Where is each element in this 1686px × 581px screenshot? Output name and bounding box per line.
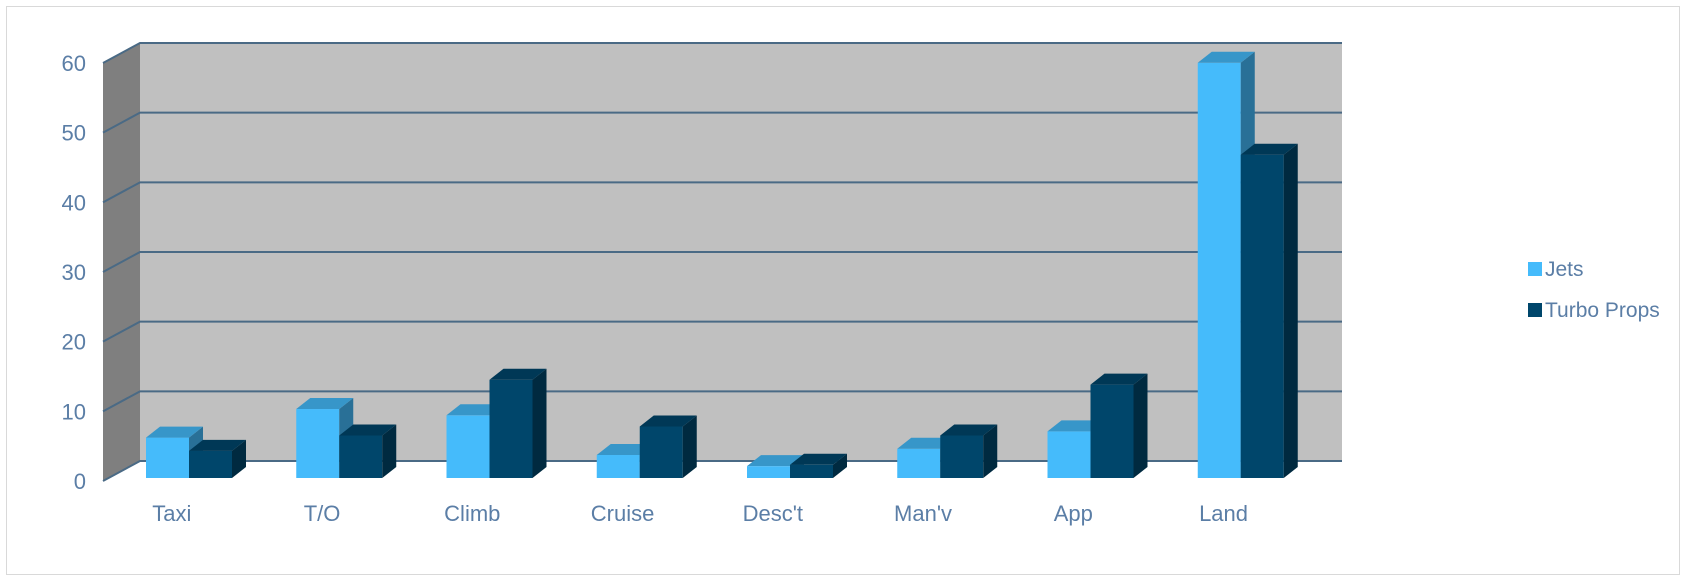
y-tick-label: 30 [62, 260, 86, 285]
floor [103, 461, 1342, 481]
x-tick-label: Man'v [894, 501, 952, 526]
bar [1240, 143, 1298, 478]
legend-item: Jets [1528, 258, 1584, 281]
bar-front [189, 450, 232, 478]
x-axis-labels: Taxi T/O Climb Cruise Desc't Man'v App Land [152, 501, 1248, 526]
legend: Jets Turbo Props [1528, 258, 1660, 322]
bar-side [833, 453, 847, 478]
bar-top [897, 437, 955, 449]
y-axis-ticks: 0 10 20 30 40 50 60 [62, 51, 86, 494]
bar-top [146, 426, 203, 438]
bar-front [639, 426, 683, 478]
x-tick-label: T/O [304, 501, 341, 526]
bar-top [446, 404, 504, 416]
bar-top [1047, 420, 1105, 432]
bar-front [1197, 62, 1241, 478]
legend-item: Turbo Props [1528, 299, 1660, 322]
gridline [102, 390, 1342, 413]
x-tick-label: Climb [444, 501, 500, 526]
bar [940, 424, 998, 478]
bar-side [682, 415, 697, 478]
bar [1090, 373, 1148, 478]
bar-top [1240, 143, 1298, 155]
bar-front [489, 379, 533, 478]
x-tick-label: Taxi [152, 501, 191, 526]
bar-front [1090, 384, 1134, 478]
bar-front [596, 455, 640, 478]
y-tick-label: 60 [62, 51, 86, 76]
bar [639, 415, 697, 478]
bar-front [1047, 431, 1091, 478]
gridline [102, 251, 1342, 273]
y-tick-label: 20 [62, 330, 86, 355]
bar-side [382, 424, 397, 478]
chart-walls [103, 43, 1342, 481]
bar-front [446, 415, 490, 478]
bar [790, 453, 847, 478]
bar-side [1133, 373, 1148, 478]
bar-front [1240, 154, 1284, 478]
bar-top [489, 368, 547, 380]
x-tick-label: Land [1199, 501, 1248, 526]
bar-top [596, 444, 654, 456]
bar-top [1197, 51, 1255, 63]
bar-side [983, 424, 998, 478]
bar-side [232, 439, 246, 478]
bar-top [747, 455, 804, 467]
legend-label: Jets [1545, 258, 1584, 281]
bar-front [296, 409, 340, 478]
x-tick-label: App [1054, 501, 1093, 526]
bar [489, 368, 547, 478]
bar-top [296, 398, 354, 410]
bar-front [790, 464, 833, 478]
bar-top [940, 424, 998, 436]
bar-side [1283, 143, 1298, 478]
legend-label: Turbo Props [1545, 299, 1660, 322]
bar-front [747, 466, 790, 478]
gridline [102, 320, 1342, 343]
bar [189, 439, 246, 478]
bar-top [790, 453, 847, 465]
bar-top [1090, 373, 1148, 385]
legend-swatch [1528, 262, 1542, 276]
gridline [102, 111, 1342, 134]
x-tick-label: Desc't [743, 501, 803, 526]
legend-swatch [1528, 303, 1542, 317]
y-tick-label: 40 [62, 190, 86, 215]
bar-front [940, 435, 984, 478]
bar-front [339, 435, 383, 478]
bar-side [532, 368, 547, 478]
bar-front [897, 448, 941, 478]
x-tick-label: Cruise [591, 501, 655, 526]
gridline [102, 181, 1342, 204]
gridline [102, 42, 1342, 64]
bar-top [189, 439, 246, 451]
bar-top [639, 415, 697, 427]
bars [146, 51, 1298, 478]
bar-front [146, 437, 189, 478]
bar [339, 424, 397, 478]
y-tick-label: 0 [74, 469, 86, 494]
chart-frame [6, 6, 1680, 575]
y-tick-label: 10 [62, 399, 86, 424]
y-tick-label: 50 [62, 121, 86, 146]
bar-top [339, 424, 397, 436]
